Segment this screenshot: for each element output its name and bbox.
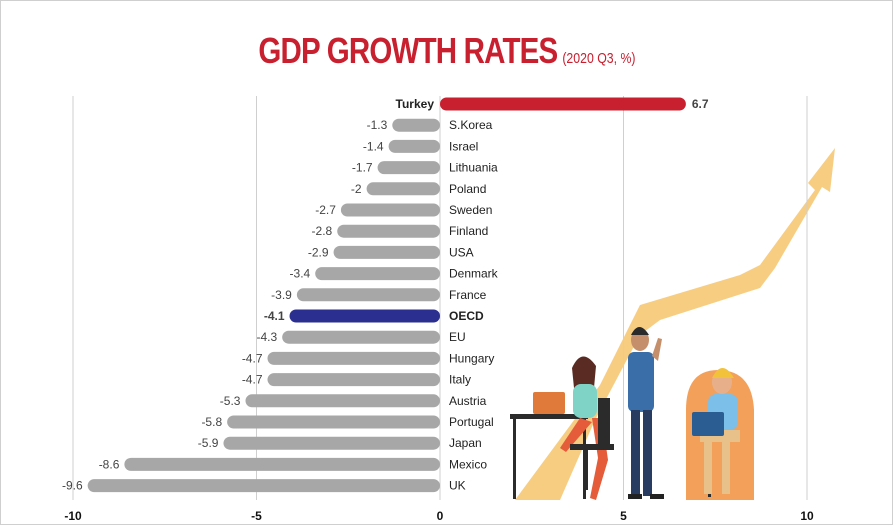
- bar-japan: [223, 436, 440, 450]
- bar-israel: [388, 139, 440, 153]
- bar-eu: [282, 330, 440, 344]
- category-label: OECD: [449, 309, 484, 323]
- value-label: 6.7: [692, 97, 709, 111]
- bar-hungary: [267, 351, 440, 365]
- bar-uk: [87, 479, 441, 493]
- category-label: Austria: [449, 394, 487, 408]
- bar-italy: [267, 373, 440, 387]
- standing-man-icon: [628, 327, 664, 499]
- bar-turkey: [440, 97, 686, 111]
- laptop-icon: [533, 392, 565, 414]
- bar-skorea: [392, 118, 440, 132]
- value-label: -1.4: [363, 139, 384, 153]
- chart-title-text: GDP GROWTH RATES: [257, 30, 558, 71]
- value-label: -8.6: [99, 457, 120, 471]
- bars: Turkey 6.7 S.Korea -1.3 Israel -1.4 Lithuania -…: [62, 97, 709, 493]
- bar-sweden: [340, 203, 440, 217]
- bar-france: [296, 288, 440, 302]
- category-label: Italy: [449, 373, 471, 387]
- category-label: Japan: [449, 436, 482, 450]
- desk-icon: [510, 414, 588, 419]
- category-label: Denmark: [449, 267, 499, 281]
- value-label: -9.6: [62, 479, 83, 493]
- bar-oecd: [289, 309, 440, 323]
- bar-usa: [333, 245, 440, 259]
- category-label: Finland: [449, 224, 488, 238]
- bar-portugal: [227, 415, 440, 429]
- bar-lithuania: [377, 161, 440, 175]
- bar-austria: [245, 394, 440, 408]
- category-label: Mexico: [449, 457, 487, 471]
- category-label: UK: [449, 479, 466, 493]
- value-label: -2.8: [312, 224, 333, 238]
- category-label: Portugal: [449, 415, 494, 429]
- value-label: -1.7: [352, 161, 373, 175]
- bar-finland: [337, 224, 440, 238]
- category-label: Poland: [449, 182, 486, 196]
- bar-denmark: [315, 267, 440, 281]
- value-label: -2.7: [315, 203, 336, 217]
- chart-title: GDP GROWTH RATES (2020 Q3, %): [258, 30, 635, 72]
- value-label: -5.8: [201, 415, 222, 429]
- value-label: -4.7: [242, 373, 263, 387]
- value-label: -3.4: [290, 267, 311, 281]
- category-label: EU: [449, 330, 466, 344]
- category-label: Israel: [449, 139, 478, 153]
- chart-title-wrap: GDP GROWTH RATES (2020 Q3, %): [0, 30, 893, 72]
- value-label: -5.9: [198, 436, 219, 450]
- category-label: USA: [449, 245, 474, 259]
- bar-mexico: [124, 457, 440, 471]
- woman-seated-icon: [560, 356, 614, 500]
- category-label: France: [449, 288, 487, 302]
- value-label: -4.7: [242, 351, 263, 365]
- category-label: Lithuania: [449, 161, 498, 175]
- chart-subtitle: (2020 Q3, %): [561, 50, 636, 67]
- category-label: Turkey: [396, 97, 435, 111]
- value-label: -2.9: [308, 245, 329, 259]
- value-label: -2: [351, 182, 362, 196]
- value-label: -3.9: [271, 288, 292, 302]
- laptop-right-icon: [692, 412, 724, 436]
- x-tick-label: -10: [64, 509, 82, 523]
- value-label: -1.3: [367, 118, 388, 132]
- value-label: -4.3: [257, 330, 278, 344]
- x-tick-label: -5: [251, 509, 262, 523]
- man-armchair-icon: [686, 368, 754, 500]
- x-axis-ticks: -10 -5 0 5 10: [64, 509, 814, 523]
- bar-poland: [366, 182, 440, 196]
- x-tick-label: 10: [800, 509, 814, 523]
- category-label: S.Korea: [449, 118, 493, 132]
- x-tick-label: 0: [437, 509, 444, 523]
- x-tick-label: 5: [620, 509, 627, 523]
- people-growth-illustration: [510, 148, 835, 500]
- gridlines: [72, 96, 808, 500]
- category-label: Hungary: [449, 351, 494, 365]
- value-label: -4.1: [264, 309, 285, 323]
- category-label: Sweden: [449, 203, 492, 217]
- value-label: -5.3: [220, 394, 241, 408]
